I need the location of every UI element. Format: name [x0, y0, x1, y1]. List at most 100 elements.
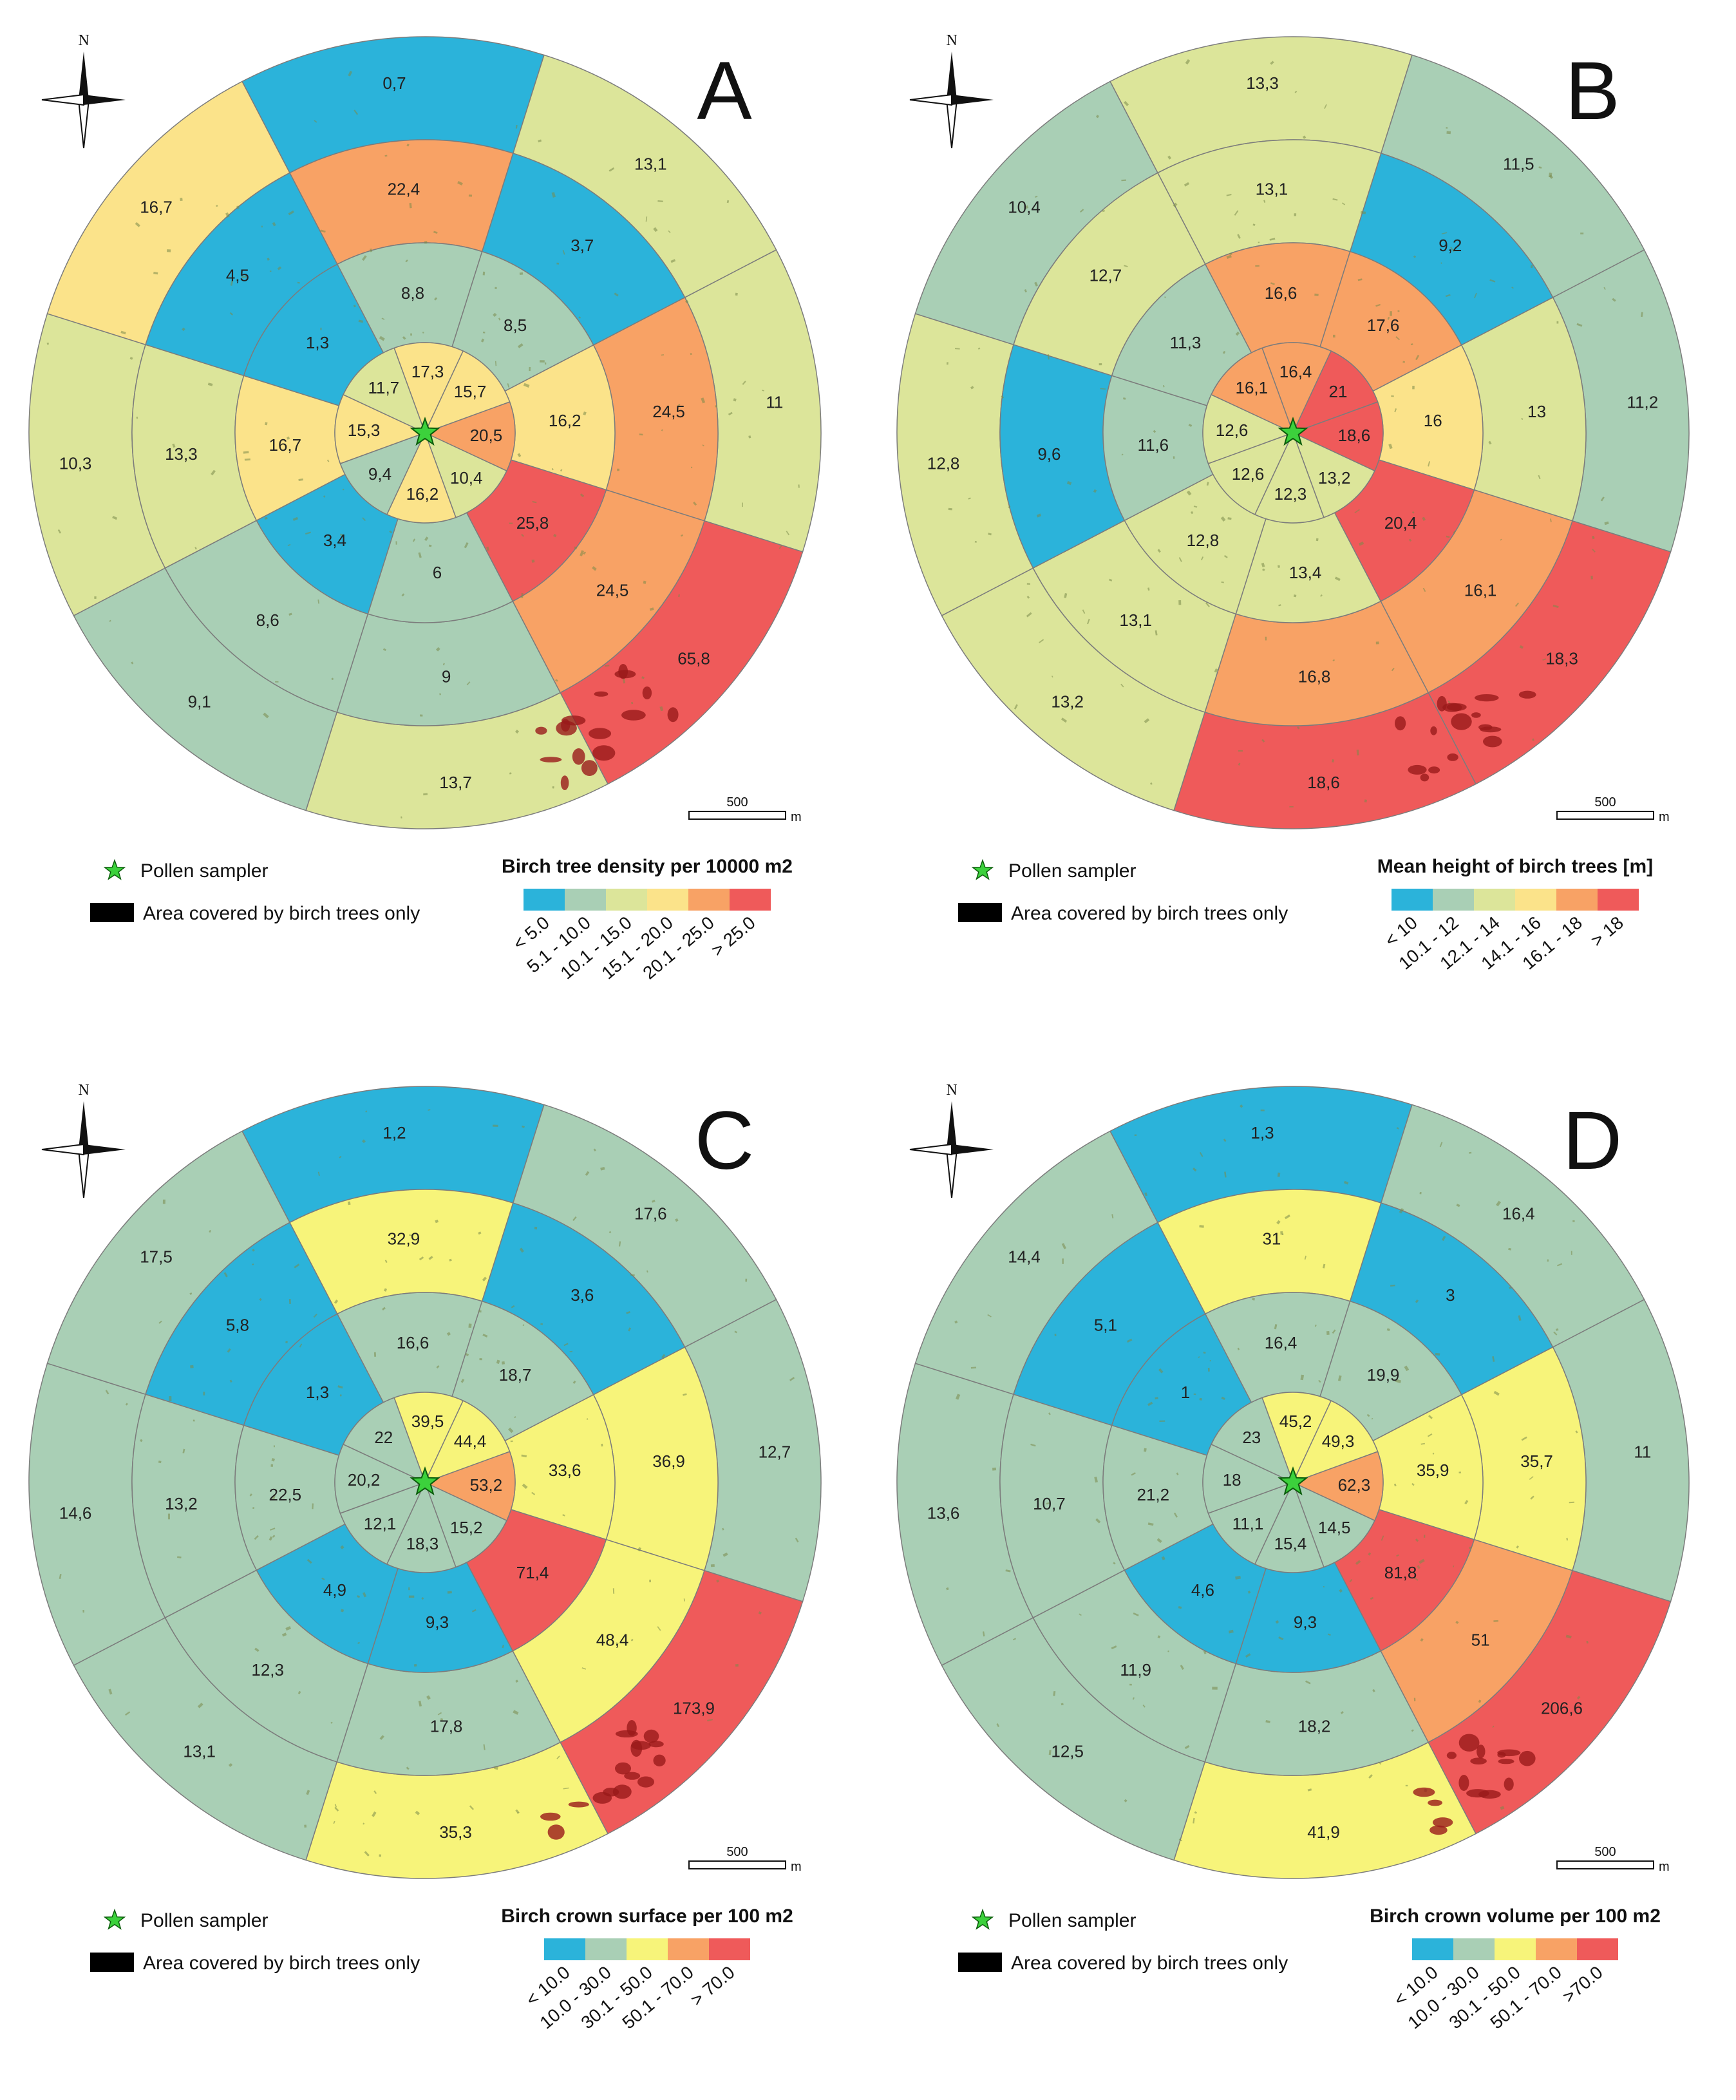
value-middle-n: 16,6: [397, 1333, 429, 1352]
legend-class-label: > 18: [1587, 913, 1627, 951]
value-middle-s: 13,4: [1289, 563, 1322, 582]
value-outer-s: 35,3: [439, 1822, 472, 1842]
legend-class-label: > 70.0: [687, 1962, 739, 2010]
value-outer-e: 11: [766, 393, 783, 412]
value-outer-nw: 17,5: [140, 1247, 173, 1267]
value-second-nw: 4,5: [226, 266, 249, 285]
legend-swatch: [688, 889, 730, 911]
legend-swatch: [1495, 1938, 1536, 1960]
scale-bar: 500 m: [688, 1845, 802, 1874]
value-middle-s: 9,3: [1294, 1613, 1317, 1632]
value-outer-s: 13,7: [439, 773, 472, 792]
sector-inner-ne: [1292, 350, 1379, 434]
map-svg: 16,4 21 18,6 13,2 12,3 12,6 12,6 16,1 16,6 17,6 16…: [896, 32, 1690, 974]
legend-sampler-label: Pollen sampler: [1008, 860, 1136, 882]
sector-inner-se: [1292, 431, 1375, 518]
value-outer-ne: 11,5: [1503, 155, 1534, 174]
value-second-n: 32,9: [388, 1229, 420, 1248]
legend-title: Birch crown surface per 100 m2: [501, 1906, 793, 1927]
value-outer-se: 173,9: [673, 1698, 715, 1717]
sector-inner-w: [1202, 393, 1294, 464]
scale-unit: m: [1659, 1860, 1670, 1874]
legend-birch-area-swatch: [90, 1953, 134, 1972]
value-outer-w: 13,6: [927, 1504, 960, 1523]
value-outer-se: 18,3: [1545, 648, 1578, 668]
panel-a: 17,3 15,7 20,5 10,4 16,2 9,4 15,3 11,7 8,8 8,5 16,…: [0, 0, 868, 1050]
value-second-n: 31: [1262, 1229, 1281, 1248]
value-outer-n: 1,2: [382, 1123, 406, 1142]
sector-inner-w: [1202, 1443, 1294, 1514]
value-outer-se: 206,6: [1541, 1698, 1583, 1717]
value-second-ne: 3,6: [571, 1285, 594, 1305]
value-second-se: 24,5: [596, 580, 629, 600]
value-middle-se: 20,4: [1384, 513, 1417, 533]
value-second-e: 35,7: [1520, 1452, 1553, 1471]
legend-swatch: [1515, 889, 1556, 911]
value-second-ne: 3: [1446, 1285, 1455, 1305]
value-inner-e: 62,3: [1338, 1475, 1371, 1495]
value-second-w: 13,3: [165, 444, 198, 464]
sector-inner-n: [1261, 1392, 1332, 1484]
value-inner-e: 53,2: [470, 1475, 503, 1495]
value-middle-s: 9,3: [426, 1613, 449, 1632]
legend-sampler-label: Pollen sampler: [1008, 1910, 1136, 1931]
value-inner-n: 17,3: [411, 362, 444, 381]
value-inner-e: 18,6: [1338, 426, 1371, 445]
value-outer-sw: 9,1: [188, 692, 211, 712]
value-inner-sw: 12,6: [1232, 464, 1265, 484]
legend-sampler-label: Pollen sampler: [140, 860, 268, 882]
sector-inner-s: [386, 1481, 457, 1573]
value-outer-sw: 13,1: [183, 1742, 216, 1761]
value-outer-e: 12,7: [759, 1443, 791, 1462]
scale-value: 500: [726, 795, 748, 809]
panel-b: 16,4 21 18,6 13,2 12,3 12,6 12,6 16,1 16,6 17,6 16…: [868, 0, 1736, 1050]
value-second-s: 17,8: [430, 1717, 463, 1736]
value-second-nw: 5,1: [1094, 1316, 1117, 1335]
value-middle-n: 8,8: [401, 283, 424, 303]
panel-letter: C: [695, 1095, 754, 1187]
legend-class-label: > 25.0: [708, 913, 759, 960]
sector-inner-e: [424, 401, 516, 472]
value-outer-n: 1,3: [1250, 1123, 1274, 1142]
value-inner-se: 15,2: [450, 1518, 483, 1537]
value-second-e: 24,5: [652, 402, 685, 421]
pollen-sampler-star-icon: [410, 417, 440, 446]
value-second-se: 48,4: [596, 1630, 629, 1649]
legend-area-label: Area covered by birch trees only: [1011, 903, 1288, 924]
value-middle-e: 33,6: [549, 1461, 581, 1480]
value-outer-w: 12,8: [927, 454, 960, 473]
value-middle-sw: 12,8: [1187, 531, 1220, 550]
value-middle-se: 81,8: [1384, 1563, 1417, 1582]
value-second-se: 51: [1471, 1630, 1490, 1649]
scale-unit: m: [1659, 810, 1670, 824]
north-label: N: [78, 32, 89, 49]
value-middle-nw: 1,3: [306, 1383, 329, 1402]
sector-inner-s: [1254, 1481, 1325, 1573]
tree-specks: [46, 70, 800, 818]
value-middle-e: 16,2: [549, 411, 581, 430]
panel-c: 39,5 44,4 53,2 15,2 18,3 12,1 20,2 22 16,6 18,7 33…: [0, 1050, 868, 2099]
value-middle-sw: 3,4: [323, 531, 346, 550]
value-outer-sw: 12,5: [1051, 1742, 1084, 1761]
value-second-s: 18,2: [1298, 1717, 1331, 1736]
value-second-ne: 9,2: [1439, 236, 1462, 255]
value-second-n: 22,4: [388, 179, 420, 198]
value-second-sw: 12,3: [251, 1660, 284, 1679]
pollen-sampler-star-icon: [1278, 1466, 1308, 1496]
sector-inner-e: [1292, 1451, 1384, 1522]
sector-inner-ne: [424, 1400, 511, 1484]
sector-inner-ne: [424, 350, 511, 434]
legend-star-icon: [103, 1908, 126, 1930]
north-arrow-icon: [909, 1101, 994, 1198]
value-second-sw: 8,6: [256, 610, 279, 630]
value-inner-ne: 49,3: [1322, 1432, 1355, 1451]
value-inner-s: 12,3: [1274, 484, 1307, 504]
tree-specks: [59, 1109, 799, 1857]
value-inner-sw: 11,1: [1232, 1514, 1264, 1533]
legend-birch-area-swatch: [90, 903, 134, 922]
sector-inner-nw: [343, 347, 426, 434]
value-second-nw: 5,8: [226, 1316, 249, 1335]
sector-inner-w: [334, 1443, 426, 1514]
value-middle-e: 35,9: [1417, 1461, 1449, 1480]
value-second-sw: 11,9: [1120, 1660, 1151, 1679]
